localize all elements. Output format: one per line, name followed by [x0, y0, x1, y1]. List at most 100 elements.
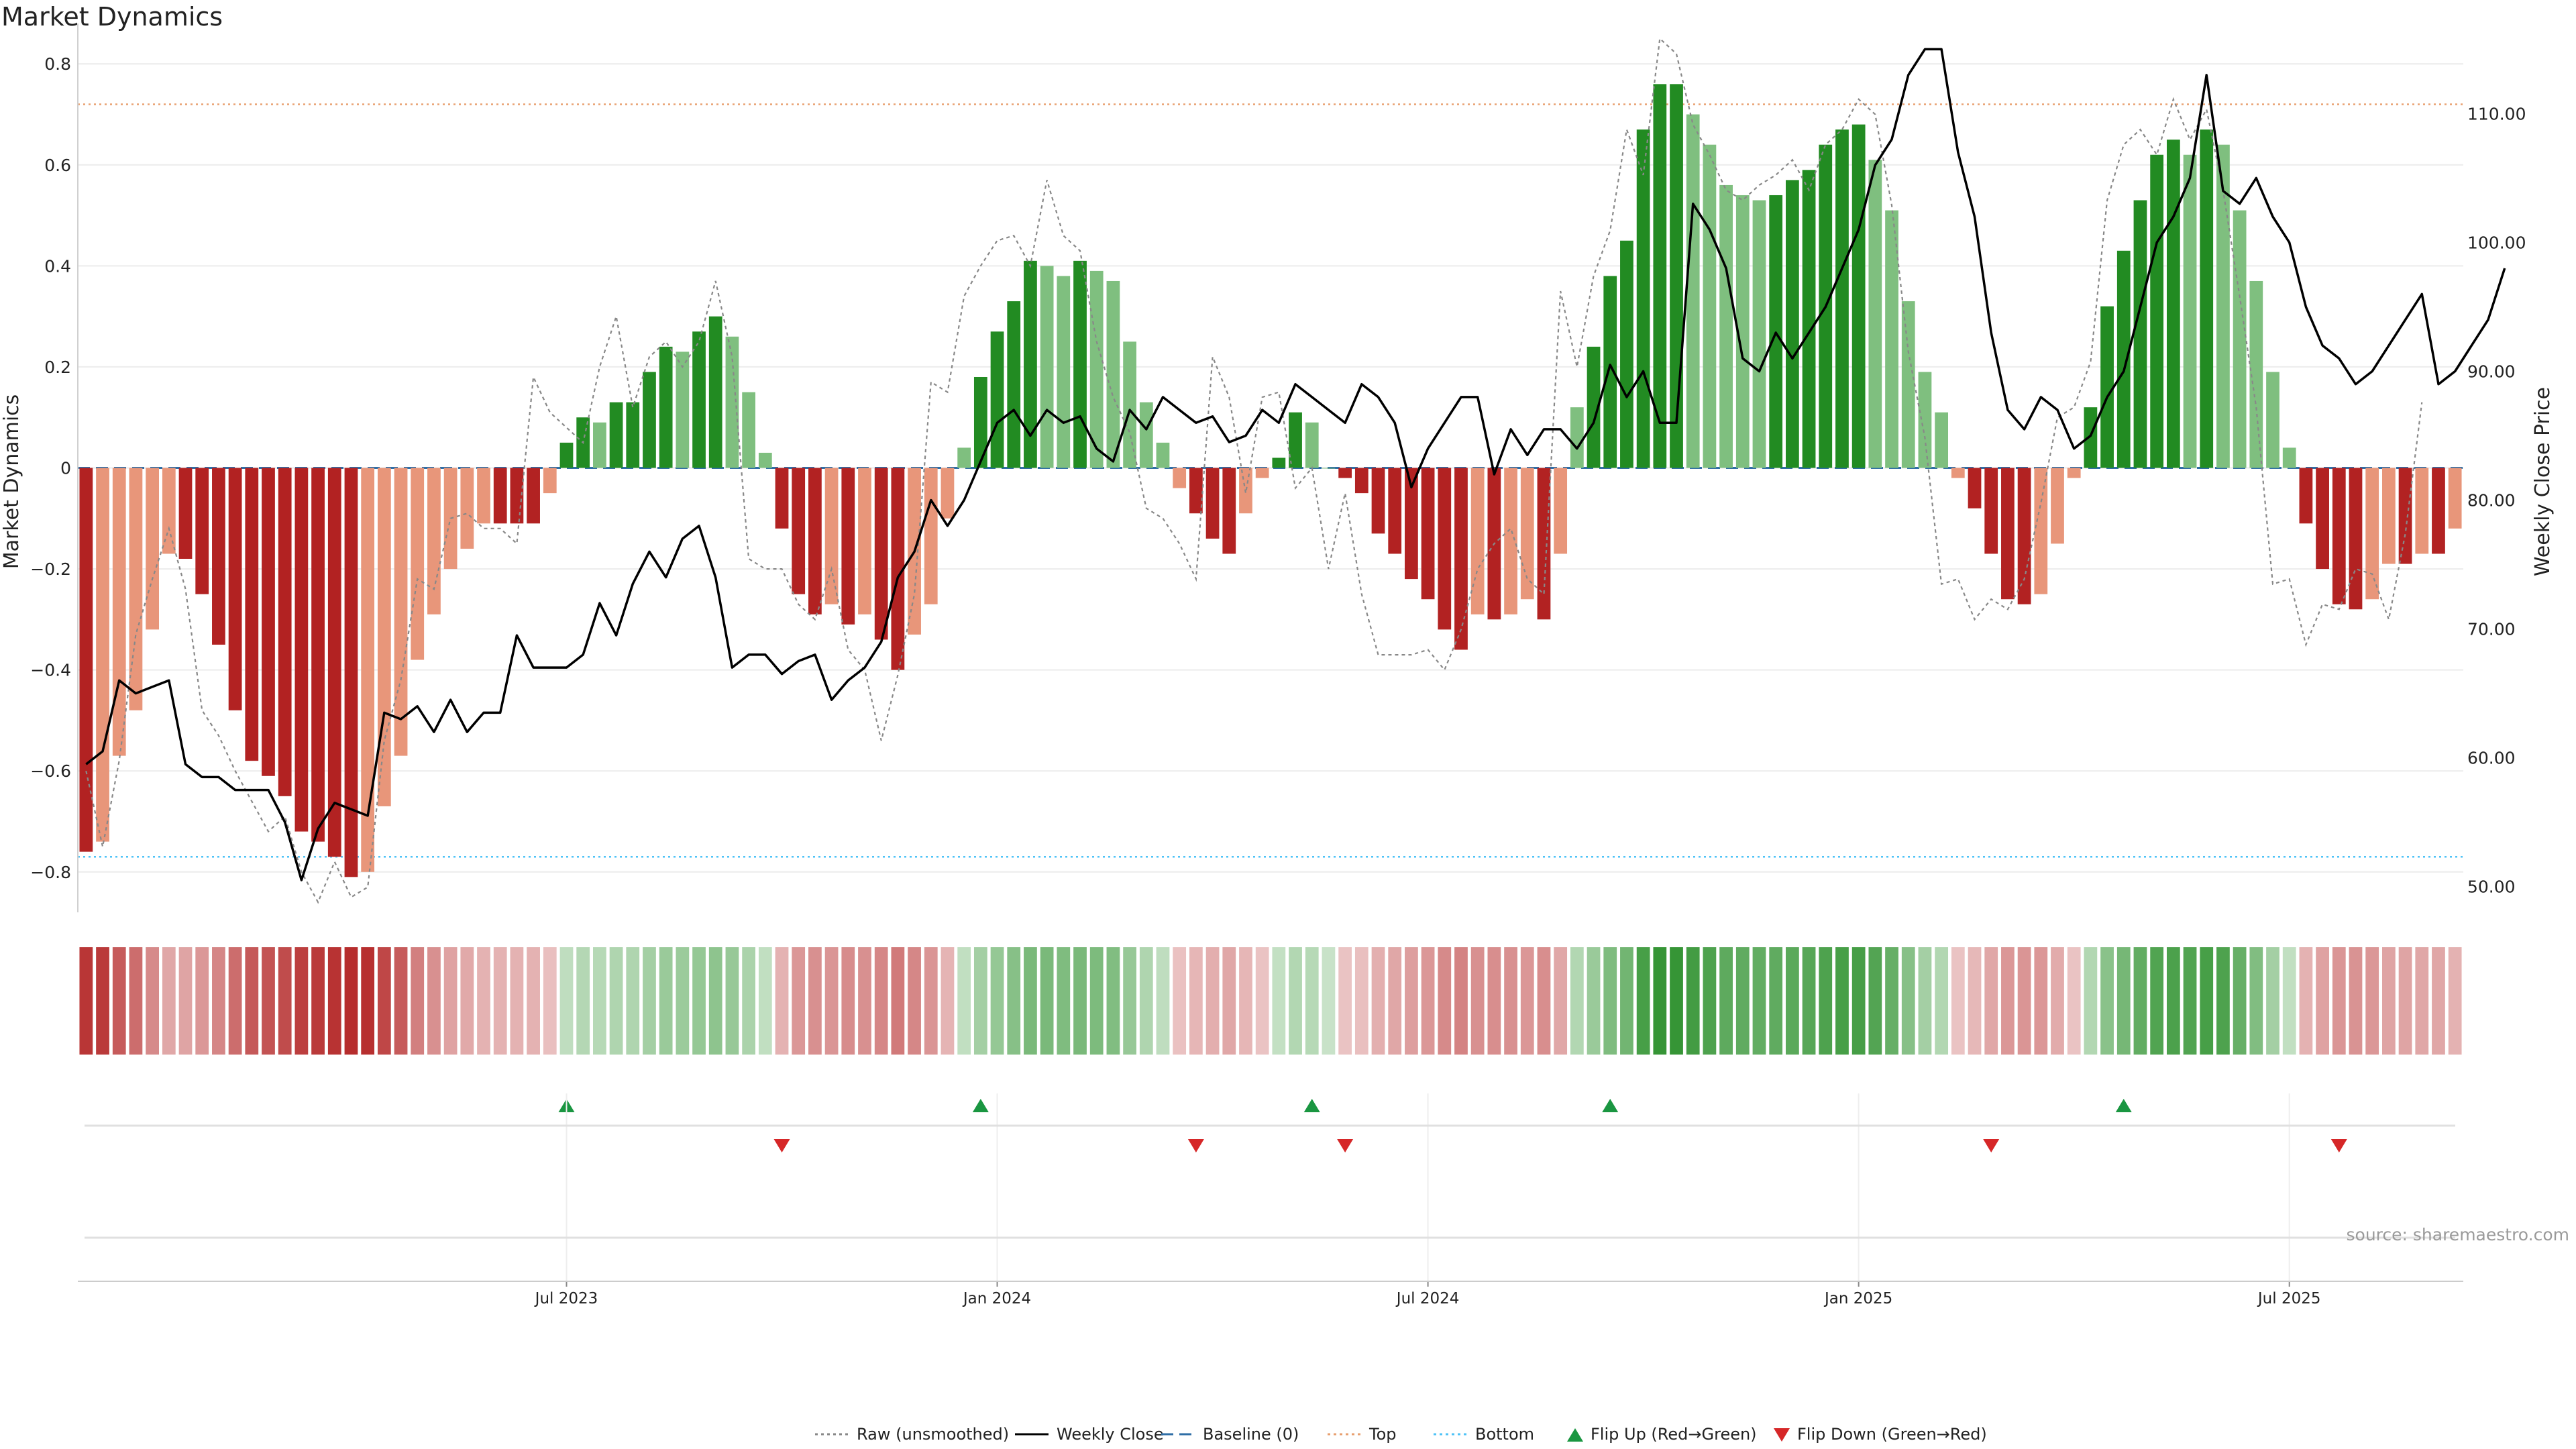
heat-cell — [592, 947, 606, 1055]
market-dynamics-bar — [725, 336, 739, 468]
market-dynamics-bar — [973, 376, 987, 468]
market-dynamics-bar — [1802, 170, 1816, 468]
y-axis-label-left: Market Dynamics — [0, 394, 23, 570]
market-dynamics-bar — [1851, 124, 1866, 468]
market-dynamics-bar — [792, 468, 806, 594]
market-dynamics-bar — [294, 468, 309, 832]
market-dynamics-bar — [2266, 372, 2279, 468]
market-dynamics-bar — [1255, 468, 1269, 478]
y-axis-label-right: Weekly Close Price — [2531, 387, 2555, 576]
heat-cell — [1040, 947, 1054, 1055]
heat-cell — [1636, 947, 1650, 1055]
heat-cell — [394, 947, 408, 1055]
market-dynamics-bar — [659, 346, 673, 468]
y-tick-right: 90.00 — [2467, 362, 2516, 381]
heat-cell — [1073, 947, 1087, 1055]
heat-cell — [1438, 947, 1452, 1055]
heat-cell — [2017, 947, 2031, 1055]
x-tick-label: Jul 2023 — [534, 1290, 598, 1307]
heat-cell — [1405, 947, 1418, 1055]
market-dynamics-bar — [460, 468, 474, 549]
legend-label: Top — [1368, 1425, 1397, 1444]
market-dynamics-bar — [1951, 468, 1965, 478]
market-dynamics-bar — [377, 468, 391, 806]
market-dynamics-bar — [1024, 260, 1037, 468]
x-tick-label: Jul 2025 — [2257, 1290, 2321, 1307]
market-dynamics-bar — [924, 468, 938, 604]
market-dynamics-bar — [1520, 468, 1534, 600]
heat-cell — [1653, 947, 1667, 1055]
heat-cell — [344, 947, 358, 1055]
market-dynamics-bar — [1322, 468, 1336, 469]
legend-item: Raw (unsmoothed) — [815, 1425, 1009, 1444]
heat-cell — [2365, 947, 2379, 1055]
y-tick-left: 0 — [60, 459, 71, 478]
heat-cell — [659, 947, 673, 1055]
market-dynamics-bar — [626, 402, 640, 468]
market-dynamics-bar — [212, 468, 225, 645]
heat-cell — [1885, 947, 1898, 1055]
heat-cell — [2166, 947, 2180, 1055]
heat-cell — [1901, 947, 1915, 1055]
market-dynamics-bar — [1205, 468, 1220, 539]
x-tick-label: Jan 2025 — [1823, 1290, 1892, 1307]
heat-cell — [443, 947, 458, 1055]
market-dynamics-bar — [708, 316, 722, 468]
heat-cell — [1139, 947, 1153, 1055]
heat-cell — [1670, 947, 1683, 1055]
heat-cell — [990, 947, 1004, 1055]
heat-cell — [477, 947, 490, 1055]
market-dynamics-bar — [2249, 280, 2263, 468]
heat-cell — [1935, 947, 1949, 1055]
heat-cell — [96, 947, 109, 1055]
heat-cell — [2001, 947, 2015, 1055]
heat-cell — [2034, 947, 2048, 1055]
heat-cell — [891, 947, 905, 1055]
y-tick-left: −0.4 — [30, 661, 71, 680]
heat-cell — [2067, 947, 2081, 1055]
market-dynamics-bar — [957, 447, 971, 468]
market-dynamics-bar — [493, 468, 507, 524]
market-dynamics-bar — [1918, 372, 1932, 468]
market-dynamics-bar — [2415, 468, 2429, 554]
market-dynamics-bar — [1835, 129, 1849, 468]
legend-label: Flip Up (Red→Green) — [1591, 1425, 1757, 1444]
market-dynamics-bar — [2100, 306, 2114, 468]
legend-item: Bottom — [1434, 1425, 1534, 1444]
market-dynamics-bar — [1686, 114, 1700, 468]
heat-cell — [2432, 947, 2445, 1055]
market-dynamics-bar — [1139, 402, 1153, 468]
market-dynamics-bar — [2448, 468, 2462, 529]
market-dynamics-bar — [2398, 468, 2412, 564]
heat-cell — [377, 947, 391, 1055]
legend-item: Flip Down (Green→Red) — [1774, 1425, 1987, 1444]
market-dynamics-bar — [1371, 468, 1385, 534]
flip-up-marker — [1602, 1099, 1619, 1112]
heat-cell — [1371, 947, 1385, 1055]
heat-cell — [1454, 947, 1468, 1055]
market-dynamics-bar — [874, 468, 888, 640]
market-dynamics-bar — [2381, 468, 2396, 564]
heat-cell — [411, 947, 425, 1055]
legend-label: Weekly Close — [1057, 1425, 1164, 1444]
market-dynamics-bar — [178, 468, 193, 559]
legend-item: Baseline (0) — [1161, 1425, 1299, 1444]
market-dynamics-bar — [2332, 468, 2346, 604]
y-tick-left: 0.8 — [44, 54, 71, 74]
heat-cell — [262, 947, 275, 1055]
heat-cell — [2398, 947, 2412, 1055]
market-dynamics-bar — [1189, 468, 1203, 514]
heat-cell — [1089, 947, 1104, 1055]
heat-cell — [1587, 947, 1601, 1055]
heat-cell — [228, 947, 242, 1055]
heat-cell — [841, 947, 855, 1055]
heat-cell — [1554, 947, 1568, 1055]
market-dynamics-bar — [742, 392, 756, 468]
market-dynamics-bar — [112, 468, 126, 756]
market-dynamics-bar — [559, 442, 574, 468]
heat-cell — [1007, 947, 1021, 1055]
heat-cell — [941, 947, 955, 1055]
market-dynamics-bar — [311, 468, 325, 842]
market-dynamics-bar — [841, 468, 855, 625]
heat-cell — [1189, 947, 1203, 1055]
